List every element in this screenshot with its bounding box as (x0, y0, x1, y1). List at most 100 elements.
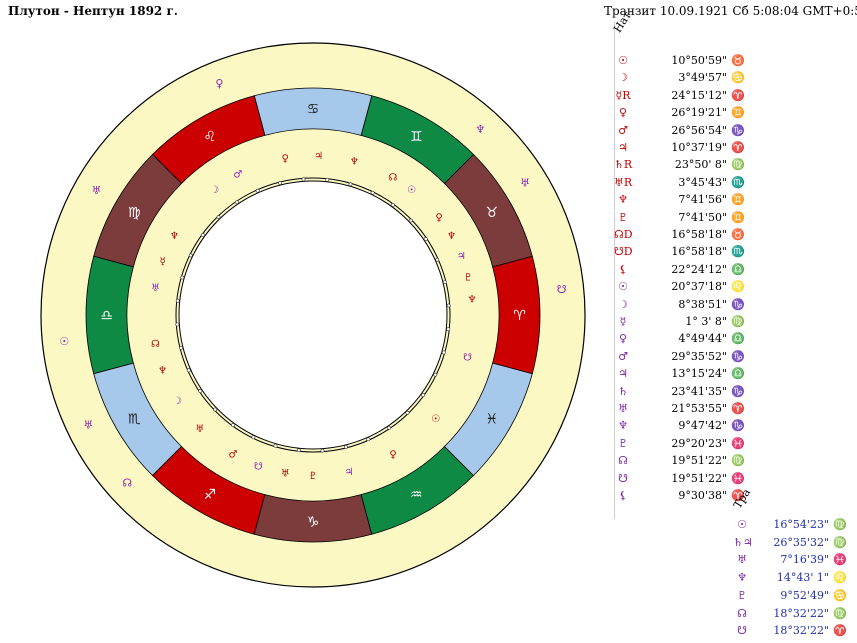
planet-glyph: ♄ (618, 384, 628, 398)
planet-glyph: ♅R (614, 175, 633, 189)
sign-glyph: ♈ (731, 88, 745, 102)
natal-row: ☋ 19°51'22" ♓ (614, 470, 745, 487)
degree-marker (296, 448, 301, 453)
position-value: 8°38'51" (678, 297, 727, 311)
inner-planet-glyph: ☉ (407, 185, 416, 196)
position-value: 18°32'22" (773, 624, 829, 638)
inner-planet-glyph: ☿ (160, 256, 166, 267)
sign-glyph: ♉ (486, 205, 499, 221)
sign-glyph: ♑ (731, 123, 745, 137)
natal-row: ♇ 7°41'50" ♊ (614, 209, 745, 226)
planet-glyph: ♀ (618, 106, 628, 120)
natal-row: ⚸ 22°24'12" ♎ (614, 261, 745, 278)
natal-row: ♂ 26°56'54" ♑ (614, 122, 745, 139)
degree-marker (344, 445, 348, 449)
column-divider (614, 22, 615, 519)
planet-glyph: ♂ (618, 349, 628, 363)
degree-marker (408, 218, 413, 223)
inner-planet-glyph: ♇ (464, 272, 473, 283)
inner-planet-glyph: ☊ (389, 172, 398, 183)
inner-planet-glyph: ♃ (457, 251, 466, 262)
transit-row: ☉ 16°54'23" ♍ (733, 516, 847, 533)
sign-glyph: ♍ (731, 454, 745, 468)
sign-glyph: ♎ (731, 367, 745, 381)
natal-row: ♃ 10°37'19" ♈ (614, 139, 745, 156)
natal-row: ♆ 9°47'42" ♑ (614, 417, 745, 434)
transit-row: ♅ 7°16'39" ♓ (733, 551, 847, 568)
position-value: 7°41'50" (678, 210, 727, 224)
position-value: 10°37'19" (671, 141, 727, 154)
planet-glyph: ♄R (614, 158, 633, 172)
position-value: 3°49'57" (678, 71, 727, 85)
degree-marker (235, 200, 239, 205)
outer-planet-glyph: ♆ (475, 123, 485, 136)
sign-glyph: ♍ (833, 606, 847, 620)
natal-row: ☊ 19°51'22" ♍ (614, 452, 745, 469)
sign-glyph: ♈ (833, 624, 847, 638)
degree-marker (175, 322, 180, 327)
sign-glyph: ♏ (731, 245, 745, 259)
natal-row: ♇ 29°20'23" ♓ (614, 435, 745, 452)
inner-planet-glyph: ♅ (195, 424, 204, 435)
sign-glyph: ♍ (731, 315, 745, 328)
inner-planet-glyph: ♅ (151, 283, 160, 294)
degree-marker (366, 437, 371, 442)
planet-glyph: ♇ (737, 588, 747, 602)
degree-marker (198, 389, 203, 393)
planet-glyph: ♅ (737, 553, 747, 567)
position-value: 9°52'49" (780, 588, 829, 602)
sign-glyph: ♈ (731, 141, 745, 154)
sign-glyph: ♊ (731, 193, 745, 207)
degree-marker (391, 203, 395, 207)
position-value: 26°35'32" (773, 535, 829, 549)
planet-glyph: ☿ (619, 315, 627, 328)
natal-row: ♅ 21°53'55" ♈ (614, 400, 745, 417)
inner-planet-glyph: ♀ (389, 450, 396, 461)
natal-row: ♃ 13°15'24" ♎ (614, 365, 745, 382)
degree-marker (180, 275, 185, 280)
position-value: 29°20'23" (671, 436, 727, 450)
outer-planet-glyph: ☊ (122, 476, 132, 489)
natal-row: ☿R 24°15'12" ♈ (614, 87, 745, 104)
sign-sector (443, 362, 533, 477)
inner-planet-glyph: ♅ (281, 469, 290, 480)
inner-planet-glyph: ☽ (173, 396, 182, 407)
planet-glyph: ☋D (614, 245, 633, 259)
sign-glyph: ♌ (731, 280, 745, 294)
planet-glyph: ☊D (614, 228, 633, 241)
chart-title: Плутон - Нептун 1892 г. (8, 4, 178, 18)
planet-glyph: ⚸ (618, 489, 628, 502)
position-value: 9°47'42" (678, 419, 727, 433)
position-value: 22°24'12" (671, 262, 727, 276)
position-value: 20°37'18" (671, 280, 727, 294)
inner-planet-glyph: ♆ (350, 156, 359, 167)
degree-marker (435, 257, 440, 262)
planet-glyph: ♇ (618, 210, 628, 224)
planet-glyph: ♃ (618, 141, 628, 154)
inner-planet-glyph: ☋ (463, 352, 472, 363)
sign-glyph: ♎ (731, 332, 745, 346)
planet-glyph: ♇ (618, 436, 628, 450)
planet-glyph: ♃ (618, 367, 628, 381)
planet-glyph: ☽ (618, 297, 628, 311)
planet-glyph: ☊ (737, 606, 747, 620)
sign-glyph: ♑ (731, 384, 745, 398)
degree-marker (433, 372, 438, 377)
degree-marker (201, 233, 205, 237)
degree-marker (251, 435, 256, 440)
degree-marker (188, 253, 193, 258)
sign-glyph: ♊ (731, 210, 745, 224)
planet-glyph: ♅ (618, 402, 628, 415)
degree-marker (278, 181, 282, 185)
natal-row: ☽ 3°49'57" ♋ (614, 69, 745, 86)
position-value: 19°51'22" (671, 471, 727, 485)
natal-row: ♆ 7°41'56" ♊ (614, 191, 745, 208)
natal-row: ☽ 8°38'51" ♑ (614, 296, 745, 313)
inner-planet-glyph: ☊ (151, 339, 160, 350)
natal-row: ♅R 3°45'43" ♏ (614, 174, 745, 191)
position-value: 7°41'56" (678, 193, 727, 207)
position-value: 4°49'44" (678, 332, 727, 346)
sign-glyph: ♓ (486, 411, 499, 427)
transit-row: ☊ 18°32'22" ♍ (733, 605, 847, 622)
planet-glyph: ☋ (737, 624, 747, 638)
